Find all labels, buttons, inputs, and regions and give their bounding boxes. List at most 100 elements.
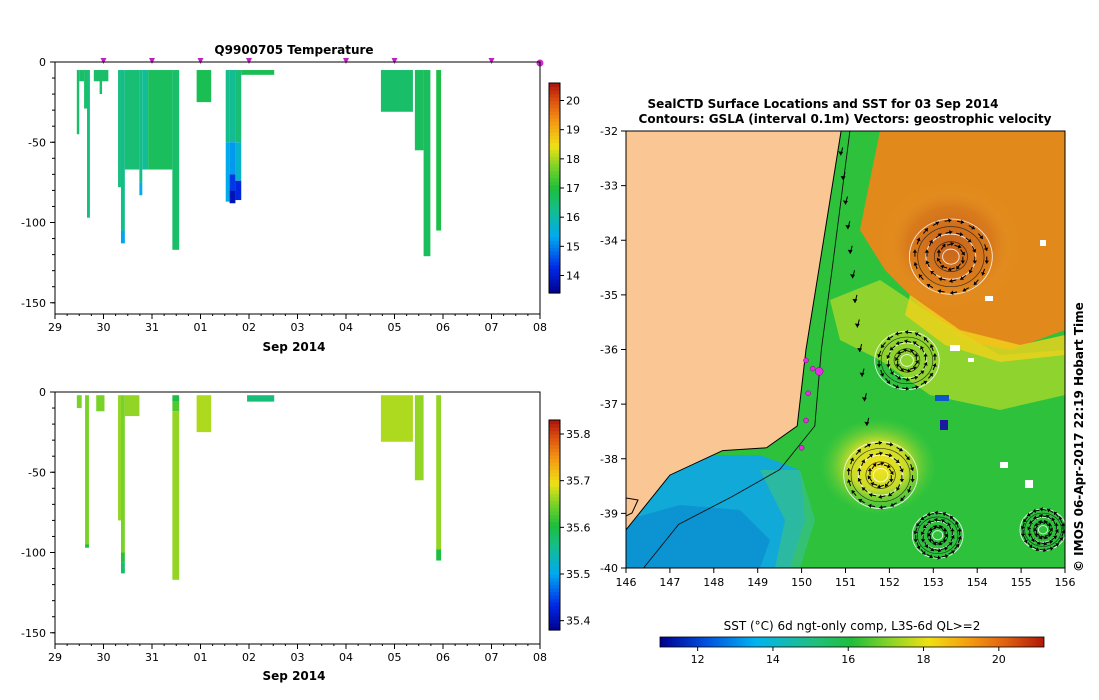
- profile-cell: [436, 70, 442, 231]
- colorbar-cell: [549, 191, 560, 196]
- colorbar-cell: [549, 153, 560, 158]
- profile-cell: [172, 395, 180, 402]
- colorbar-cell: [549, 181, 560, 186]
- velocity-arrowhead: [967, 238, 972, 243]
- gsla-contour: [1028, 516, 1058, 543]
- profile-cell: [120, 70, 125, 231]
- velocity-arrowhead: [948, 542, 953, 546]
- velocity-arrowhead: [895, 331, 899, 336]
- colorbar-cell: [549, 258, 560, 263]
- imos-credit: © IMOS 06-Apr-2017 22:19 Hobart Time: [1072, 302, 1086, 572]
- velocity-arrowhead: [1043, 541, 1047, 546]
- velocity-arrowhead: [906, 377, 910, 382]
- profile-cell: [118, 395, 121, 521]
- lon-tick-label: 147: [659, 576, 680, 589]
- velocity-arrowhead: [858, 498, 863, 503]
- velocity-arrowhead: [1048, 532, 1052, 537]
- colorbar-cell: [549, 226, 560, 231]
- x-tick-label: 30: [97, 651, 111, 664]
- colorbar-cell: [549, 100, 560, 105]
- colorbar-cell: [549, 623, 560, 628]
- colorbar-cell: [549, 121, 560, 126]
- lon-tick-label: 149: [747, 576, 768, 589]
- colorbar-cell: [549, 507, 560, 512]
- colorbar-cell: [549, 93, 560, 98]
- colorbar-cell: [549, 434, 560, 439]
- velocity-arrowhead: [852, 298, 858, 303]
- salinity-colorbar: 35.4 35.5 35.6 35.7 35.8: [548, 419, 591, 631]
- colorbar-tick-label: 35.4: [566, 615, 591, 628]
- velocity-arrowhead: [918, 274, 923, 279]
- profile-cell: [414, 70, 424, 151]
- gsla-contour: [1024, 512, 1062, 547]
- profile-cell: [93, 70, 104, 82]
- gsla-contour: [1037, 525, 1049, 535]
- velocity-arrowhead: [888, 492, 893, 497]
- y-tick-label: 0: [39, 56, 46, 69]
- velocity-arrowhead: [933, 524, 937, 530]
- velocity-arrowhead: [867, 468, 873, 472]
- profile-cell: [103, 70, 109, 82]
- profile-cell: [436, 549, 442, 561]
- velocity-arrowhead: [850, 274, 856, 279]
- colorbar-cell: [549, 209, 560, 214]
- colorbar-cell: [549, 114, 560, 119]
- y-tick-label: -50: [28, 466, 46, 479]
- colorbar-cell: [549, 528, 560, 533]
- velocity-arrowhead: [1038, 535, 1042, 540]
- profile-cell: [142, 70, 149, 170]
- colorbar-cell: [549, 626, 560, 631]
- colorbar-cell: [549, 430, 560, 435]
- y-tick-label: -100: [21, 217, 46, 230]
- colorbar-cell: [549, 612, 560, 617]
- velocity-arrowhead: [1044, 520, 1048, 524]
- velocity-arrowhead: [950, 528, 955, 532]
- colorbar-cell: [549, 490, 560, 495]
- velocity-arrowhead: [959, 232, 964, 237]
- velocity-arrowhead: [1053, 535, 1057, 540]
- x-tick-label: 08: [533, 651, 547, 664]
- surface-marker: [488, 58, 495, 64]
- velocity-arrowhead: [887, 464, 891, 469]
- colorbar-cell: [549, 167, 560, 172]
- velocity-arrowhead: [936, 249, 942, 253]
- sst-colorbar-tick-label: 20: [992, 653, 1006, 666]
- velocity-arrowhead: [923, 362, 928, 366]
- colorbar-cell: [549, 212, 560, 217]
- velocity-arrowhead: [895, 356, 899, 361]
- colorbar-tick-label: 18: [566, 153, 580, 166]
- x-tick-label: 08: [533, 321, 547, 334]
- x-tick-label: 07: [485, 651, 499, 664]
- gsla-contour: [908, 218, 993, 295]
- gsla-contour: [911, 511, 964, 559]
- velocity-arrowhead: [1051, 517, 1056, 522]
- velocity-arrowhead: [1023, 539, 1028, 544]
- velocity-arrowhead: [1049, 539, 1053, 544]
- velocity-arrowhead: [897, 375, 901, 380]
- colorbar-cell: [549, 497, 560, 502]
- velocity-arrowhead: [916, 545, 921, 550]
- colorbar-cell: [549, 223, 560, 228]
- colorbar-frame: [548, 419, 561, 631]
- velocity-arrowhead: [941, 519, 946, 524]
- velocity-arrowhead: [943, 538, 947, 544]
- x-tick-label: 07: [485, 321, 499, 334]
- colorbar-cell: [549, 595, 560, 600]
- velocity-arrowhead: [857, 348, 863, 353]
- velocity-arrowhead: [1061, 530, 1065, 534]
- velocity-arrowhead: [905, 386, 910, 391]
- velocity-arrowhead: [878, 440, 882, 446]
- velocity-arrowhead: [895, 341, 900, 346]
- velocity-arrowhead: [1027, 533, 1032, 537]
- lat-tick-label: -37: [600, 398, 618, 411]
- velocity-arrowhead: [920, 346, 924, 350]
- colorbar-cell: [549, 135, 560, 140]
- profile-cell: [120, 395, 125, 553]
- colorbar-cell: [549, 111, 560, 116]
- lat-tick-label: -38: [600, 453, 618, 466]
- seal-location: [803, 417, 809, 424]
- velocity-arrowhead: [877, 484, 881, 489]
- colorbar-cell: [549, 184, 560, 189]
- profile-cell: [172, 411, 180, 580]
- velocity-arrowhead: [950, 515, 954, 520]
